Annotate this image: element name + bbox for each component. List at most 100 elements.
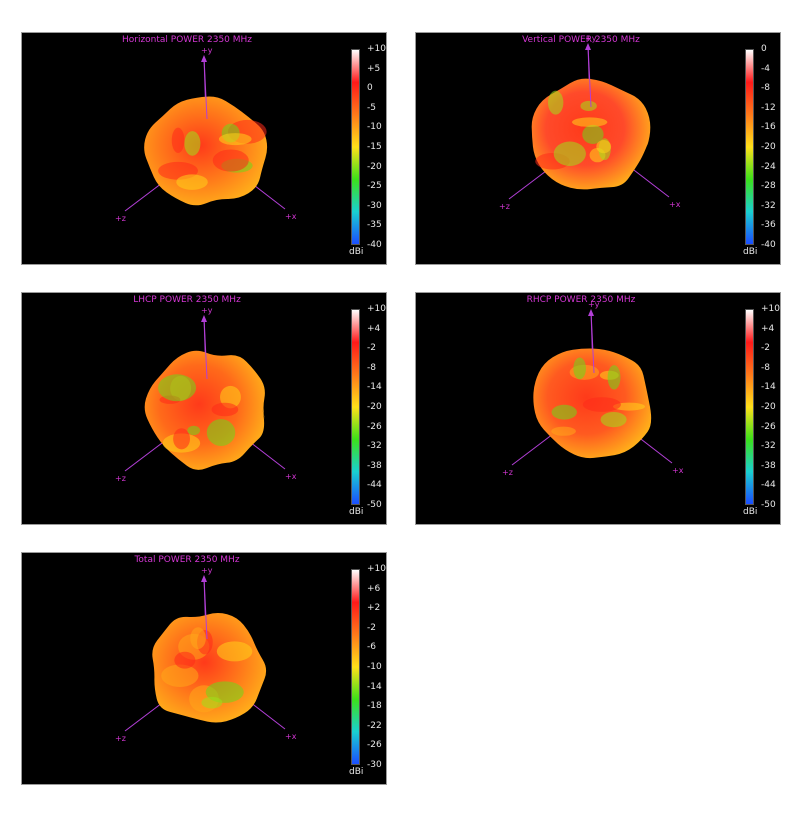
colorbar-tick-label: -30 [367,760,382,770]
axis-y-label: +y [201,306,213,315]
axis-y-line [203,576,208,640]
surface-shading [184,131,201,156]
surface-shading [571,117,608,127]
axis-y-arrow-icon [201,575,207,582]
surface-shading [553,141,586,166]
colorbar-tick-label: -38 [367,460,382,471]
colorbar-tick-label: -14 [367,382,382,393]
colorbar [745,49,754,245]
colorbar-tick-label: -50 [761,500,776,510]
colorbar-tick-label: -20 [367,402,382,412]
axis-z-label: +z [115,214,126,223]
colorbar-tick-label: -32 [761,200,776,211]
axis-y-label: +y [201,46,213,55]
colorbar [351,309,360,505]
colorbar-tick-label: -26 [761,421,776,432]
surface-shading [582,397,621,412]
colorbar-unit: dBi [349,767,364,777]
colorbar-ticks: +10 +4 -2 -8 -14 -20 -26 -32 -38 -44 -50 [761,305,780,510]
colorbar-tick-label: 0 [367,83,373,94]
colorbar-tick-label: -25 [367,181,382,192]
colorbar-tick-label: +4 [367,323,381,334]
colorbar-tick-label: -15 [367,142,382,152]
colorbar-tick-label: -32 [367,441,382,452]
colorbar-tick-label: -20 [367,161,382,172]
colorbar-tick-label: -10 [367,122,382,133]
axis-y-line [203,316,208,380]
colorbar-tick-label: -26 [367,740,382,751]
axis-y-arrow-icon [201,55,207,62]
axis-y-line [587,44,592,108]
colorbar-tick-label: -20 [761,142,776,152]
colorbar-unit: dBi [743,247,758,257]
colorbar-tick-label: +2 [367,603,381,614]
surface-shading [174,651,196,669]
colorbar-ticks: +10 +6 +2 -2 -6 -10 -14 -18 -22 -26 -30 [367,565,386,770]
surface-shading [547,90,564,115]
chart-title: LHCP POWER 2350 MHz [133,295,241,305]
surface-shading [607,365,621,390]
colorbar-tick-label: -22 [367,720,382,731]
colorbar-tick-label: -36 [761,220,776,231]
axis-y-line [590,310,595,374]
axis-z-label: +z [115,734,126,743]
colorbar-tick-label: -30 [367,200,382,211]
colorbar-tick-label: -50 [367,500,382,510]
colorbar-tick-label: +5 [367,63,381,74]
axis-z-label: +z [502,468,513,477]
chart-title: RHCP POWER 2350 MHz [526,295,636,305]
colorbar-tick-label: -6 [367,642,376,653]
colorbar-tick-label: -2 [761,343,770,354]
colorbar-ticks: +10 +4 -2 -8 -14 -20 -26 -32 -38 -44 -50 [367,305,386,510]
axis-x-label: +x [285,212,297,221]
colorbar-tick-label: -4 [761,63,770,74]
surface-shading [551,404,577,420]
colorbar-tick-label: -2 [367,343,376,354]
colorbar-tick-label: -18 [367,701,382,712]
colorbar [351,569,360,765]
chart-panel-total: Total POWER 2350 MHz +y +z +x +10 +6 +2 -2 -6 -… [21,552,387,785]
surface-shading [218,133,252,146]
surface-shading [161,664,199,687]
colorbar-tick-label: +10 [367,44,386,54]
colorbar-tick-label: +10 [367,564,386,574]
colorbar-tick-label: -44 [367,480,382,491]
colorbar-tick-label: -14 [367,681,382,692]
colorbar-tick-label: -8 [367,362,376,373]
colorbar-tick-label: -44 [761,480,776,491]
axis-x-label: +x [285,472,297,481]
surface-shading [206,419,236,446]
colorbar-tick-label: -8 [761,362,770,373]
colorbar-tick-label: -26 [367,421,382,432]
colorbar-tick-label: -16 [761,122,776,133]
surface-shading [596,139,612,154]
colorbar [745,309,754,505]
axis-x-label: +x [672,466,684,475]
colorbar-tick-label: -2 [367,622,376,633]
colorbar-tick-label: -28 [761,181,776,192]
colorbar-tick-label: -24 [761,161,776,172]
colorbar-ticks: 0 -4 -8 -12 -16 -20 -24 -28 -32 -36 -40 [761,45,780,250]
surface-shading [613,402,646,411]
surface-shading [176,174,208,190]
surface-shading [212,149,249,172]
colorbar-tick-label: +4 [761,323,775,334]
colorbar-tick-label: -35 [367,220,382,231]
axis-y-arrow-icon [585,43,591,50]
colorbar-unit: dBi [349,247,364,257]
surface-shading [201,696,223,709]
colorbar-tick-label: +10 [761,304,780,314]
colorbar-tick-label: -5 [367,102,376,113]
axis-x-label: +x [669,200,681,209]
colorbar-unit: dBi [743,507,758,517]
colorbar-tick-label: -12 [761,102,776,113]
surface-shading [573,357,586,380]
colorbar-tick-label: -38 [761,460,776,471]
pattern-plot: +y +z +x [499,34,681,211]
colorbar [351,49,360,245]
colorbar-tick-label: -40 [367,240,382,250]
chart-panel-horizontal: Horizontal POWER 2350 MHz +y +z +x +10 +5 0 -… [21,32,387,265]
axis-x-label: +x [285,732,297,741]
axis-y-arrow-icon [588,309,594,316]
colorbar-tick-label: 0 [761,44,767,54]
